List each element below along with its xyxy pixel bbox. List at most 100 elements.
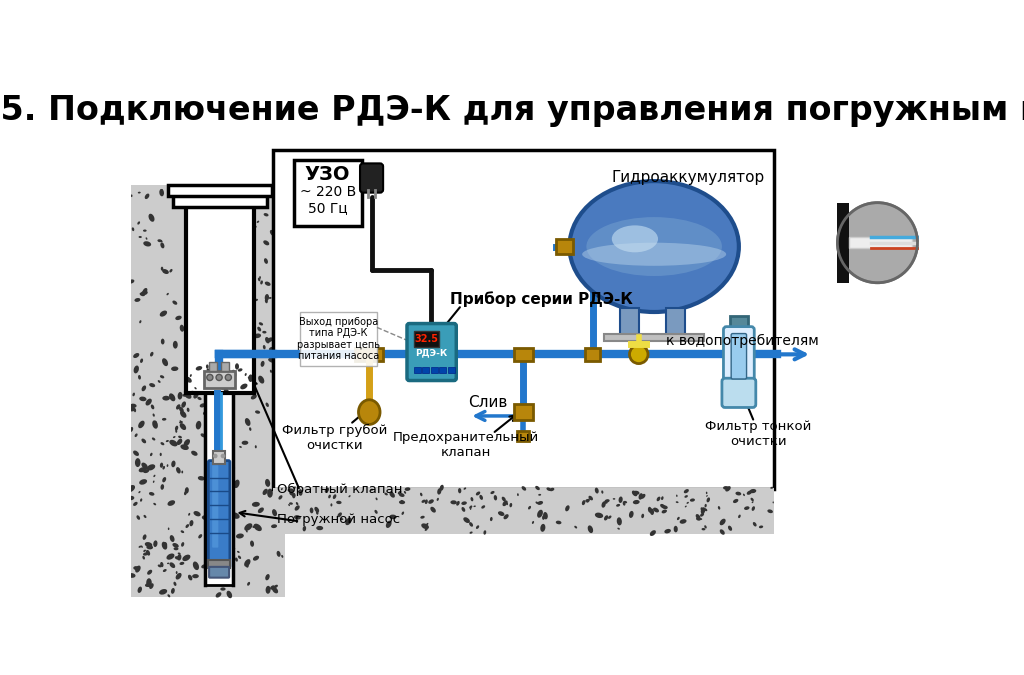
Ellipse shape <box>543 512 548 519</box>
Ellipse shape <box>128 279 134 284</box>
Ellipse shape <box>401 512 404 515</box>
Ellipse shape <box>489 517 493 521</box>
Ellipse shape <box>604 500 609 503</box>
Ellipse shape <box>231 370 237 378</box>
Text: Пример 5. Подключение РДЭ-К для управления погружным насосом.: Пример 5. Подключение РДЭ-К для управлен… <box>0 94 1024 127</box>
Text: Гидроаккумулятор: Гидроаккумулятор <box>611 169 765 185</box>
Bar <box>422 367 429 373</box>
Ellipse shape <box>612 498 615 500</box>
Ellipse shape <box>214 554 216 557</box>
Ellipse shape <box>338 512 342 517</box>
Ellipse shape <box>138 192 140 194</box>
Ellipse shape <box>261 361 264 367</box>
Ellipse shape <box>685 506 687 508</box>
Ellipse shape <box>653 508 659 512</box>
Ellipse shape <box>206 381 211 385</box>
Ellipse shape <box>744 506 750 510</box>
Ellipse shape <box>282 555 284 558</box>
Ellipse shape <box>398 493 404 497</box>
Ellipse shape <box>170 562 175 568</box>
Circle shape <box>630 345 648 364</box>
Ellipse shape <box>735 491 741 495</box>
Ellipse shape <box>261 200 266 205</box>
Ellipse shape <box>230 512 240 519</box>
Ellipse shape <box>276 551 281 557</box>
Ellipse shape <box>177 439 182 445</box>
Ellipse shape <box>221 367 224 372</box>
Ellipse shape <box>153 414 155 416</box>
Ellipse shape <box>738 514 740 518</box>
Ellipse shape <box>146 464 156 470</box>
Ellipse shape <box>145 583 151 587</box>
Ellipse shape <box>160 375 164 379</box>
Ellipse shape <box>220 587 225 591</box>
Ellipse shape <box>159 589 167 595</box>
Ellipse shape <box>161 339 165 344</box>
Ellipse shape <box>536 486 540 490</box>
Ellipse shape <box>639 493 643 500</box>
Ellipse shape <box>616 504 621 507</box>
Ellipse shape <box>752 506 755 511</box>
Bar <box>414 331 438 347</box>
Bar <box>209 362 217 371</box>
Ellipse shape <box>176 404 180 410</box>
Ellipse shape <box>167 562 169 564</box>
Ellipse shape <box>216 592 221 597</box>
Ellipse shape <box>193 562 199 570</box>
Ellipse shape <box>199 534 202 539</box>
Ellipse shape <box>146 578 152 587</box>
Ellipse shape <box>151 404 155 409</box>
Bar <box>514 348 532 360</box>
Ellipse shape <box>176 467 180 473</box>
Bar <box>355 348 383 360</box>
Ellipse shape <box>582 500 586 505</box>
Ellipse shape <box>133 566 139 570</box>
Ellipse shape <box>650 530 656 536</box>
Ellipse shape <box>160 189 163 191</box>
Ellipse shape <box>723 486 729 489</box>
Ellipse shape <box>677 517 680 520</box>
Ellipse shape <box>476 525 479 529</box>
Ellipse shape <box>550 488 554 491</box>
Ellipse shape <box>162 418 166 421</box>
Ellipse shape <box>641 514 644 518</box>
Ellipse shape <box>148 492 155 495</box>
Text: к водопотребителям: к водопотребителям <box>666 334 818 348</box>
Ellipse shape <box>152 437 156 441</box>
Ellipse shape <box>292 493 296 498</box>
Ellipse shape <box>238 369 243 372</box>
Ellipse shape <box>244 559 251 566</box>
Bar <box>254 185 273 393</box>
Ellipse shape <box>479 495 483 500</box>
Ellipse shape <box>272 587 279 593</box>
Ellipse shape <box>538 501 543 505</box>
Ellipse shape <box>421 523 429 529</box>
Ellipse shape <box>273 444 278 448</box>
Bar <box>273 151 773 489</box>
Ellipse shape <box>296 502 298 505</box>
Bar <box>168 185 272 196</box>
Ellipse shape <box>263 345 265 350</box>
Ellipse shape <box>241 383 248 389</box>
Ellipse shape <box>750 489 757 493</box>
Ellipse shape <box>246 562 249 568</box>
Circle shape <box>216 375 222 381</box>
Ellipse shape <box>224 547 227 549</box>
Ellipse shape <box>146 550 151 556</box>
Ellipse shape <box>160 240 163 242</box>
Bar <box>514 404 532 420</box>
Ellipse shape <box>135 458 140 467</box>
Circle shape <box>207 375 213 381</box>
Text: Прибор серии РДЭ-К: Прибор серии РДЭ-К <box>451 291 633 306</box>
Ellipse shape <box>137 587 142 593</box>
Ellipse shape <box>273 585 278 588</box>
Ellipse shape <box>178 435 182 438</box>
Ellipse shape <box>595 487 599 493</box>
Ellipse shape <box>205 521 210 527</box>
Ellipse shape <box>270 585 274 589</box>
Ellipse shape <box>403 491 407 494</box>
Ellipse shape <box>140 358 143 363</box>
Ellipse shape <box>160 189 164 196</box>
Ellipse shape <box>254 275 256 277</box>
Ellipse shape <box>264 259 268 264</box>
